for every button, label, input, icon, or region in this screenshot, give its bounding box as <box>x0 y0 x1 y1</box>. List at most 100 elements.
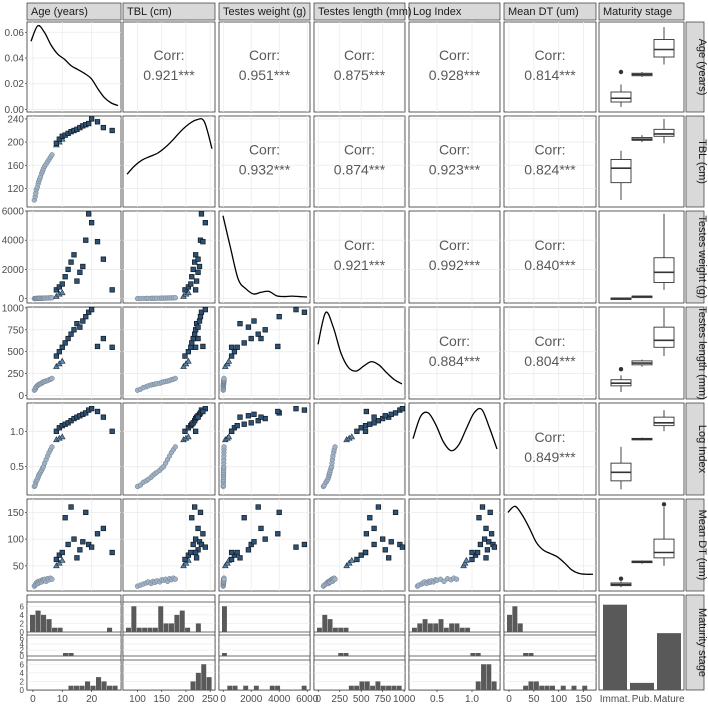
column-strip-label-age: Age (years) <box>31 6 88 18</box>
data-point <box>202 544 208 550</box>
y-tick-label: 4 <box>20 640 25 649</box>
panel-tbl-vs-tbl <box>122 115 216 208</box>
data-point <box>62 274 68 280</box>
histogram-subpanel <box>408 634 501 657</box>
data-point <box>441 578 447 585</box>
y-tick-label: 0 <box>18 391 24 402</box>
data-point <box>380 536 386 542</box>
corr-label: Corr: <box>534 237 565 253</box>
data-point <box>58 289 66 296</box>
data-point <box>276 509 282 516</box>
histogram-bar <box>190 681 196 690</box>
data-point <box>100 414 107 420</box>
histogram-subpanel <box>26 634 122 657</box>
histogram-bar <box>528 681 534 690</box>
data-point <box>362 549 369 556</box>
data-point <box>348 556 356 563</box>
x-tick-label: 150 <box>575 694 592 705</box>
data-point <box>49 444 55 450</box>
data-point <box>469 549 475 556</box>
corr-label: Corr: <box>439 142 470 158</box>
data-point <box>228 556 235 563</box>
row-strip-log-index <box>685 402 705 496</box>
histogram-subpanel <box>503 659 597 691</box>
data-point <box>185 349 192 355</box>
histogram-subpanel <box>313 634 406 657</box>
y-tick-label: 150 <box>7 508 24 519</box>
panel-testes-weight-vs-log-index <box>408 210 501 304</box>
panel-testes-length-vs-log-index <box>408 306 501 400</box>
corr-label: Corr: <box>439 333 470 349</box>
y-tick-label: 100 <box>7 535 24 546</box>
data-point <box>53 287 60 293</box>
data-point <box>188 281 194 287</box>
data-point <box>88 406 95 412</box>
density-curve-log-index <box>412 407 498 452</box>
histogram-bar <box>206 677 212 690</box>
histogram-bar <box>63 653 69 656</box>
data-point <box>172 576 178 582</box>
panel-testes-weight-vs-testes-length <box>313 210 406 304</box>
boxplot-box <box>653 326 675 348</box>
panel-testes-weight-vs-maturity <box>598 210 685 304</box>
data-point <box>83 509 89 516</box>
x-tick-label: 250 <box>202 694 219 705</box>
data-point <box>382 547 388 553</box>
data-point <box>182 556 188 563</box>
data-point <box>53 353 60 359</box>
data-point <box>293 544 299 550</box>
corr-value: 0.814*** <box>524 67 576 83</box>
histogram-bar <box>74 685 80 690</box>
data-point <box>192 428 199 434</box>
data-point <box>109 344 115 350</box>
data-point <box>100 256 107 262</box>
y-tick-label: 6 <box>20 660 25 669</box>
x-tick-label: 0 <box>506 694 512 705</box>
data-point <box>275 343 281 350</box>
data-point <box>258 525 264 532</box>
histogram-bar <box>332 627 338 632</box>
column-strip-testes-length <box>313 2 406 21</box>
histogram-bar <box>391 685 397 690</box>
data-point <box>386 555 392 561</box>
data-point <box>367 515 373 521</box>
y-tick-label: 50 <box>13 561 25 572</box>
panel-testes-weight-vs-testes-weight <box>218 210 311 304</box>
histogram-bar <box>523 685 529 690</box>
histogram-bar <box>147 627 153 632</box>
histogram-bar <box>222 606 227 632</box>
histogram-bar <box>465 627 471 632</box>
corr-value: 0.874*** <box>334 162 386 178</box>
y-tick-label: 500 <box>7 347 24 358</box>
histogram-bar <box>142 627 148 632</box>
y-tick-label: 0.06 <box>5 28 25 39</box>
histogram-bar <box>533 681 539 690</box>
data-point <box>293 306 299 313</box>
data-point <box>56 349 62 355</box>
histogram-bar <box>481 664 486 690</box>
data-point <box>248 420 254 426</box>
corr-label: Corr: <box>344 142 375 158</box>
histogram-bar <box>152 627 158 632</box>
data-point <box>59 281 65 287</box>
data-point <box>228 344 235 350</box>
corr-label: Corr: <box>153 47 184 63</box>
x-tick-label: 200 <box>178 694 195 705</box>
data-point <box>202 220 208 226</box>
histogram-bar <box>101 681 107 690</box>
data-point <box>185 433 192 440</box>
density-curve-age <box>30 24 119 107</box>
y-tick-label: 200 <box>7 138 24 149</box>
data-point <box>198 211 205 217</box>
corr-value: 0.932*** <box>239 162 291 178</box>
data-point <box>488 531 495 537</box>
data-point <box>58 357 66 364</box>
data-point <box>189 340 195 346</box>
data-point <box>94 408 101 415</box>
corr-value: 0.992*** <box>429 257 481 273</box>
data-point <box>192 549 199 556</box>
data-point <box>77 324 83 330</box>
histogram-bar <box>443 627 449 632</box>
column-strip-mean-dt <box>503 2 597 21</box>
panel-mean-dt-vs-mean-dt <box>503 498 597 592</box>
